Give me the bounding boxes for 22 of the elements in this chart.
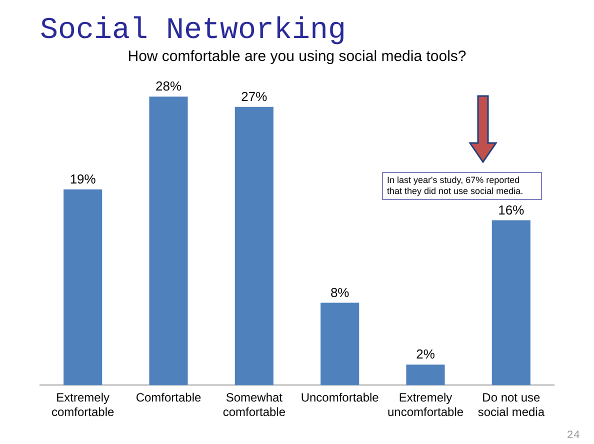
- x-tick-label: Extremely comfortable: [51, 390, 115, 420]
- x-tick-label: Extremely uncomfortable: [387, 390, 464, 420]
- text: 24: [566, 430, 580, 442]
- annotation: In last year's study, 67% reported that they did not use social media.: [382, 172, 542, 200]
- data-label: 2%: [416, 346, 436, 362]
- x-tick-label: Somewhat comfortable: [222, 390, 286, 420]
- bar: [234, 106, 274, 386]
- bar: [492, 220, 530, 386]
- data-label: 19%: [70, 171, 96, 186]
- chart-title: Social Networking: [40, 14, 346, 48]
- x-tick-label: Do not use social media: [478, 390, 545, 420]
- data-label: 27%: [241, 89, 268, 104]
- data-label: 8%: [330, 284, 350, 300]
- bar: [320, 302, 360, 386]
- bar: [406, 364, 445, 386]
- x-tick-label: Uncomfortable: [300, 390, 380, 405]
- bar: [64, 189, 102, 386]
- data-label: 28%: [155, 78, 182, 94]
- chart-subtitle: How comfortable are you using social media tools?: [128, 48, 466, 66]
- x-tick-label: Comfortable: [136, 390, 202, 405]
- data-label: 16%: [498, 202, 525, 218]
- bar: [149, 96, 188, 386]
